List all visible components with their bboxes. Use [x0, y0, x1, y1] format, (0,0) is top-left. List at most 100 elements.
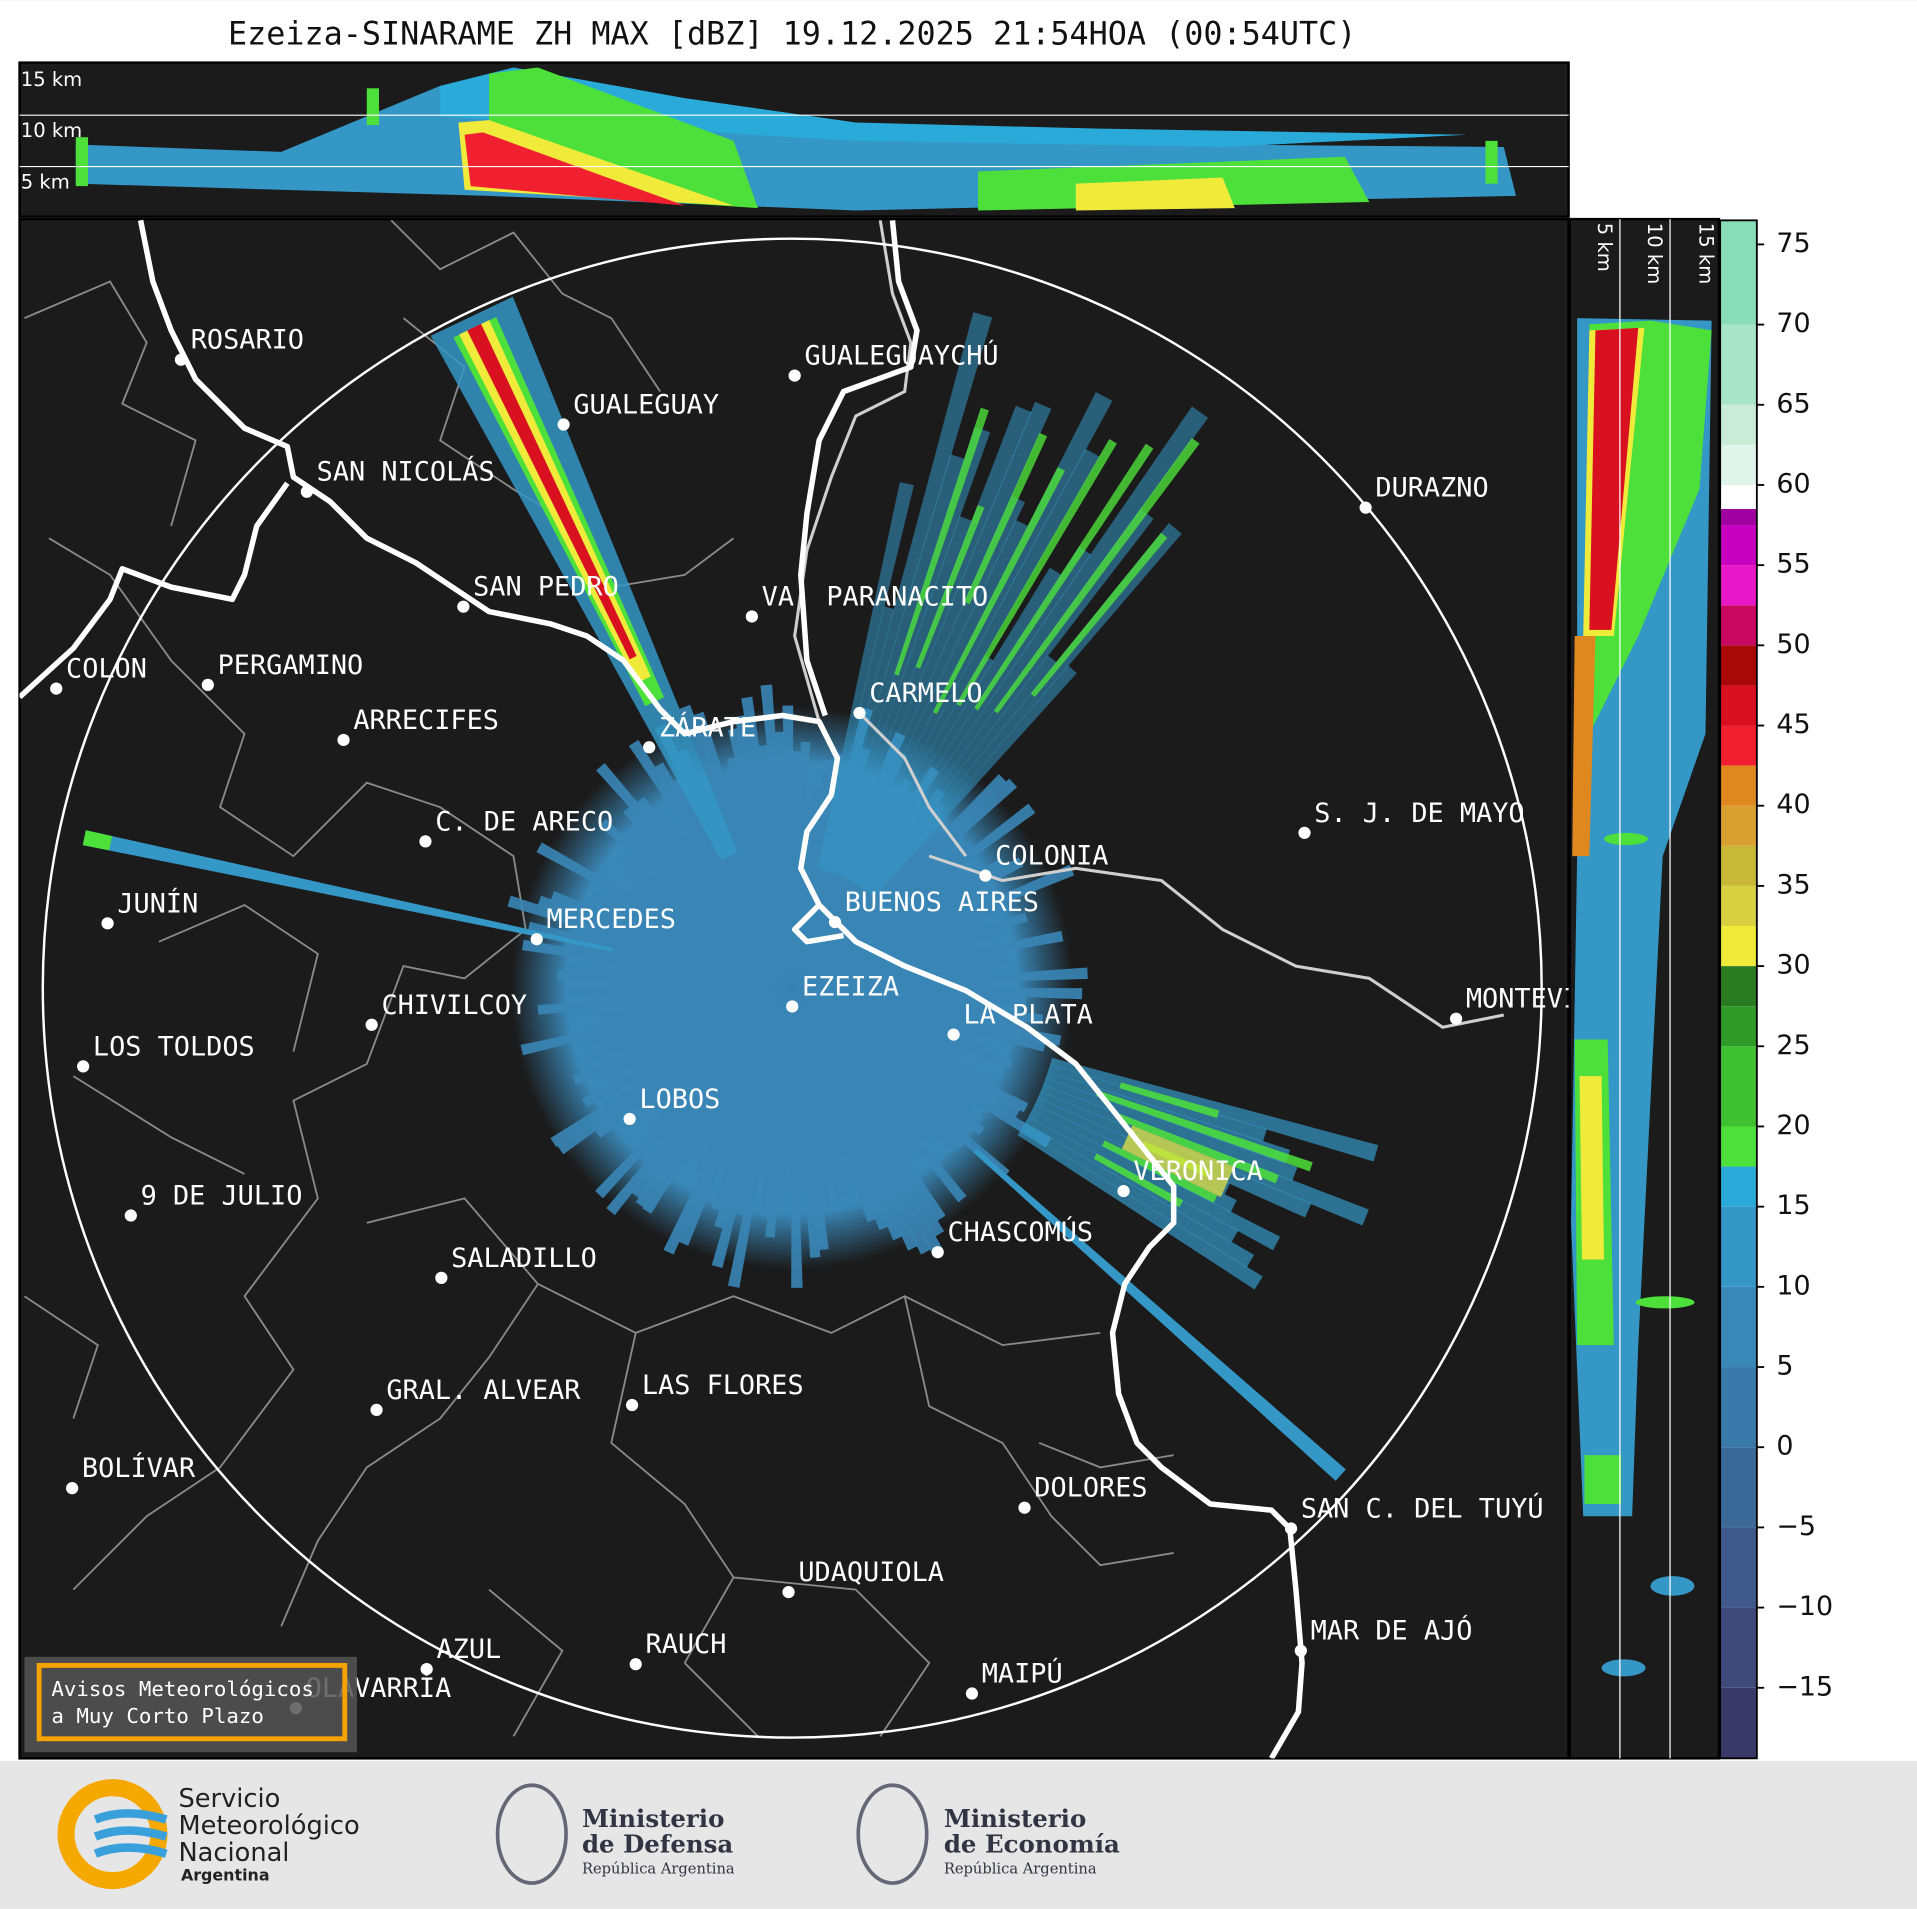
- echo: [656, 988, 793, 1143]
- echo: [864, 508, 1154, 892]
- echo: [792, 857, 1024, 989]
- city-dot: [629, 1658, 642, 1671]
- echo: [774, 731, 793, 989]
- echo: [792, 912, 1028, 989]
- echo: [734, 715, 793, 989]
- colorbar-tick-label: 20: [1776, 1110, 1810, 1141]
- echo: [704, 988, 793, 1143]
- echo: [858, 546, 1092, 888]
- echo: [792, 988, 957, 1061]
- echo: [1047, 1064, 1267, 1142]
- height-label: 15 km: [21, 68, 82, 91]
- echo: [582, 988, 793, 1107]
- echo: [792, 988, 929, 1145]
- echo: [1028, 1110, 1281, 1251]
- colorbar-band: [1720, 525, 1757, 566]
- city-label: SAN PEDRO: [473, 572, 619, 603]
- city-label: LOS TOLDOS: [93, 1031, 255, 1062]
- echo: [792, 988, 1000, 1089]
- echo: [792, 839, 975, 989]
- colorbar-band: [1720, 444, 1757, 485]
- echo: [791, 988, 803, 1288]
- city-dot: [623, 1112, 636, 1126]
- height-lines: [19, 114, 1671, 1759]
- echo: [792, 988, 983, 1125]
- city-dot: [419, 835, 432, 848]
- echo: [792, 988, 821, 1258]
- smn-logo: [57, 1779, 168, 1890]
- city-label: MONTEVIDEO: [1466, 984, 1628, 1015]
- echo: [932, 467, 1065, 714]
- colorbar-band: [1720, 605, 1757, 646]
- city-label: LOBOS: [639, 1084, 720, 1115]
- city-label: DURAZNO: [1375, 473, 1488, 504]
- city-dot: [174, 353, 188, 366]
- colorbar-tick-label: 30: [1776, 950, 1810, 981]
- echo: [82, 830, 113, 851]
- city-dot: [853, 706, 866, 720]
- echo: [597, 988, 793, 1051]
- city-label: COLON: [66, 654, 147, 685]
- echo: [792, 903, 970, 989]
- colorbar-band: [1720, 685, 1757, 726]
- colorbar-tick-label: 15: [1776, 1190, 1810, 1221]
- echo: [956, 438, 1117, 707]
- echo: [1121, 1125, 1235, 1198]
- echo: [993, 438, 1200, 714]
- echo: [654, 988, 793, 1100]
- coat-of-arms: [856, 1783, 929, 1885]
- echo: [654, 875, 793, 989]
- echo: [620, 856, 793, 989]
- echo: [792, 988, 847, 1156]
- echo: [833, 516, 973, 875]
- echo: [682, 832, 793, 989]
- echo: [792, 988, 967, 1203]
- colorbar-band: [1720, 845, 1757, 886]
- city-label: COLONIA: [995, 841, 1108, 872]
- city-dot: [828, 915, 842, 929]
- echo: [861, 406, 1209, 890]
- echo: [792, 918, 985, 989]
- city-dot: [201, 678, 214, 692]
- city-dot: [77, 1060, 90, 1073]
- city-label: S. J. DE MAYO: [1314, 798, 1524, 829]
- echo: [894, 407, 989, 676]
- echo: [792, 988, 909, 1142]
- echo: [792, 988, 834, 1186]
- colorbar-tick-label: −5: [1776, 1511, 1816, 1542]
- colorbar-band: [1720, 645, 1757, 686]
- colorbar-band: [1720, 1527, 1757, 1608]
- city-label: PERGAMINO: [218, 650, 364, 681]
- badge-text: Avisos Meteorológicos: [51, 1677, 314, 1701]
- echo: [629, 902, 793, 989]
- echo: [609, 988, 793, 1001]
- colorbar-band: [1720, 1206, 1757, 1287]
- echo: [467, 323, 637, 660]
- echo: [817, 481, 914, 870]
- colorbar-tick-label: −10: [1776, 1591, 1833, 1622]
- echo: [792, 941, 980, 989]
- city-label: GUALEGUAYCHÚ: [804, 340, 998, 372]
- footer-text: República Argentina: [944, 1860, 1097, 1877]
- colorbar-band: [1720, 565, 1757, 606]
- echo: [629, 872, 793, 989]
- title: Ezeiza-SINARAME ZH MAX [dBZ] 19.12.2025 …: [228, 16, 1356, 52]
- echo: [792, 957, 1010, 989]
- city-dot: [50, 682, 63, 695]
- echo: [722, 769, 793, 989]
- city-label: LA PLATA: [963, 1000, 1092, 1031]
- city-dot: [337, 733, 350, 747]
- colorbar-tick-label: 70: [1776, 308, 1810, 339]
- echo: [642, 988, 793, 1214]
- echo: [651, 803, 793, 989]
- echo: [792, 988, 832, 1211]
- echo: [652, 988, 793, 1128]
- echo: [792, 988, 975, 1109]
- echo: [792, 988, 974, 1137]
- city-dot: [66, 1482, 79, 1495]
- echo: [826, 454, 966, 872]
- city-label: ARRECIFES: [353, 705, 499, 736]
- echo: [652, 988, 793, 1111]
- echo: [595, 988, 793, 1199]
- city-dot: [965, 1687, 979, 1700]
